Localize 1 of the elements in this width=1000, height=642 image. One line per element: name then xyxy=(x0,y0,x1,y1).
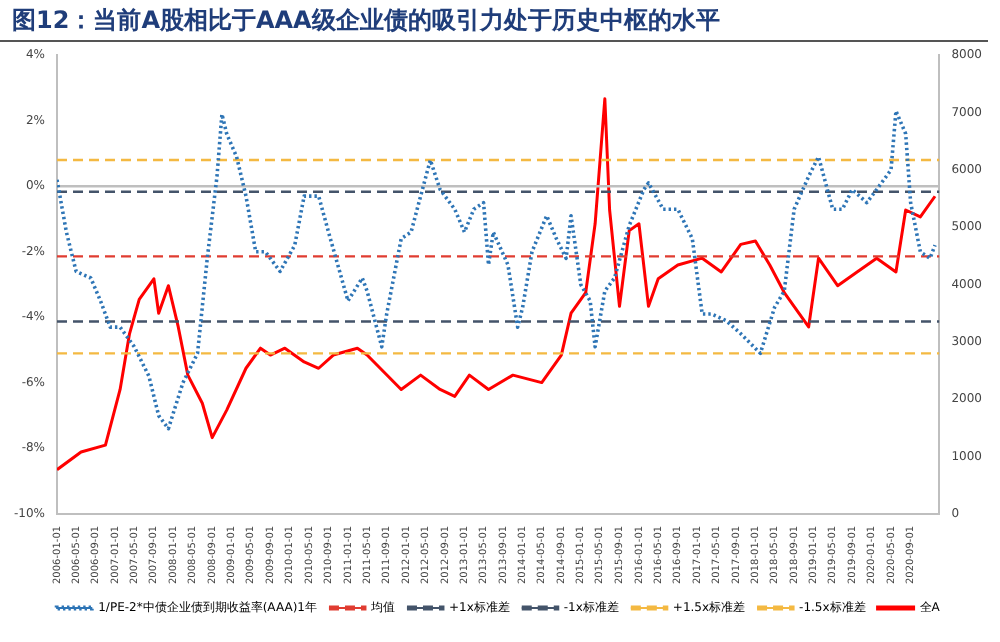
chart-title: 图12：当前A股相比于AAA级企业债的吸引力处于历史中枢的水平 xyxy=(0,0,988,42)
